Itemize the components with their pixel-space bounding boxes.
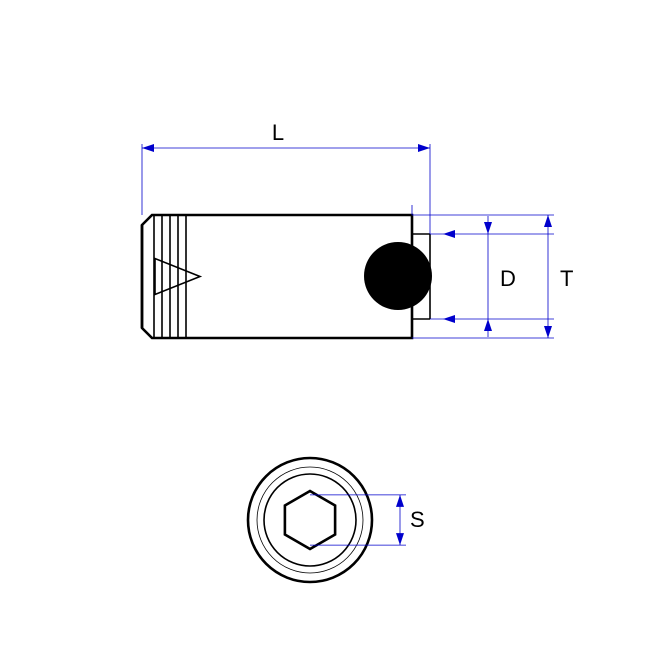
label-T: T	[560, 266, 573, 291]
label-L: L	[272, 120, 284, 145]
label-S: S	[410, 507, 425, 532]
technical-drawing: L D T S	[0, 0, 670, 670]
label-D: D	[500, 266, 516, 291]
end-view	[248, 458, 406, 582]
ball-tip	[364, 242, 432, 310]
hex-socket	[285, 491, 335, 549]
side-view	[142, 215, 432, 338]
dimension-lines	[142, 144, 554, 338]
end-outer-circle	[248, 458, 372, 582]
